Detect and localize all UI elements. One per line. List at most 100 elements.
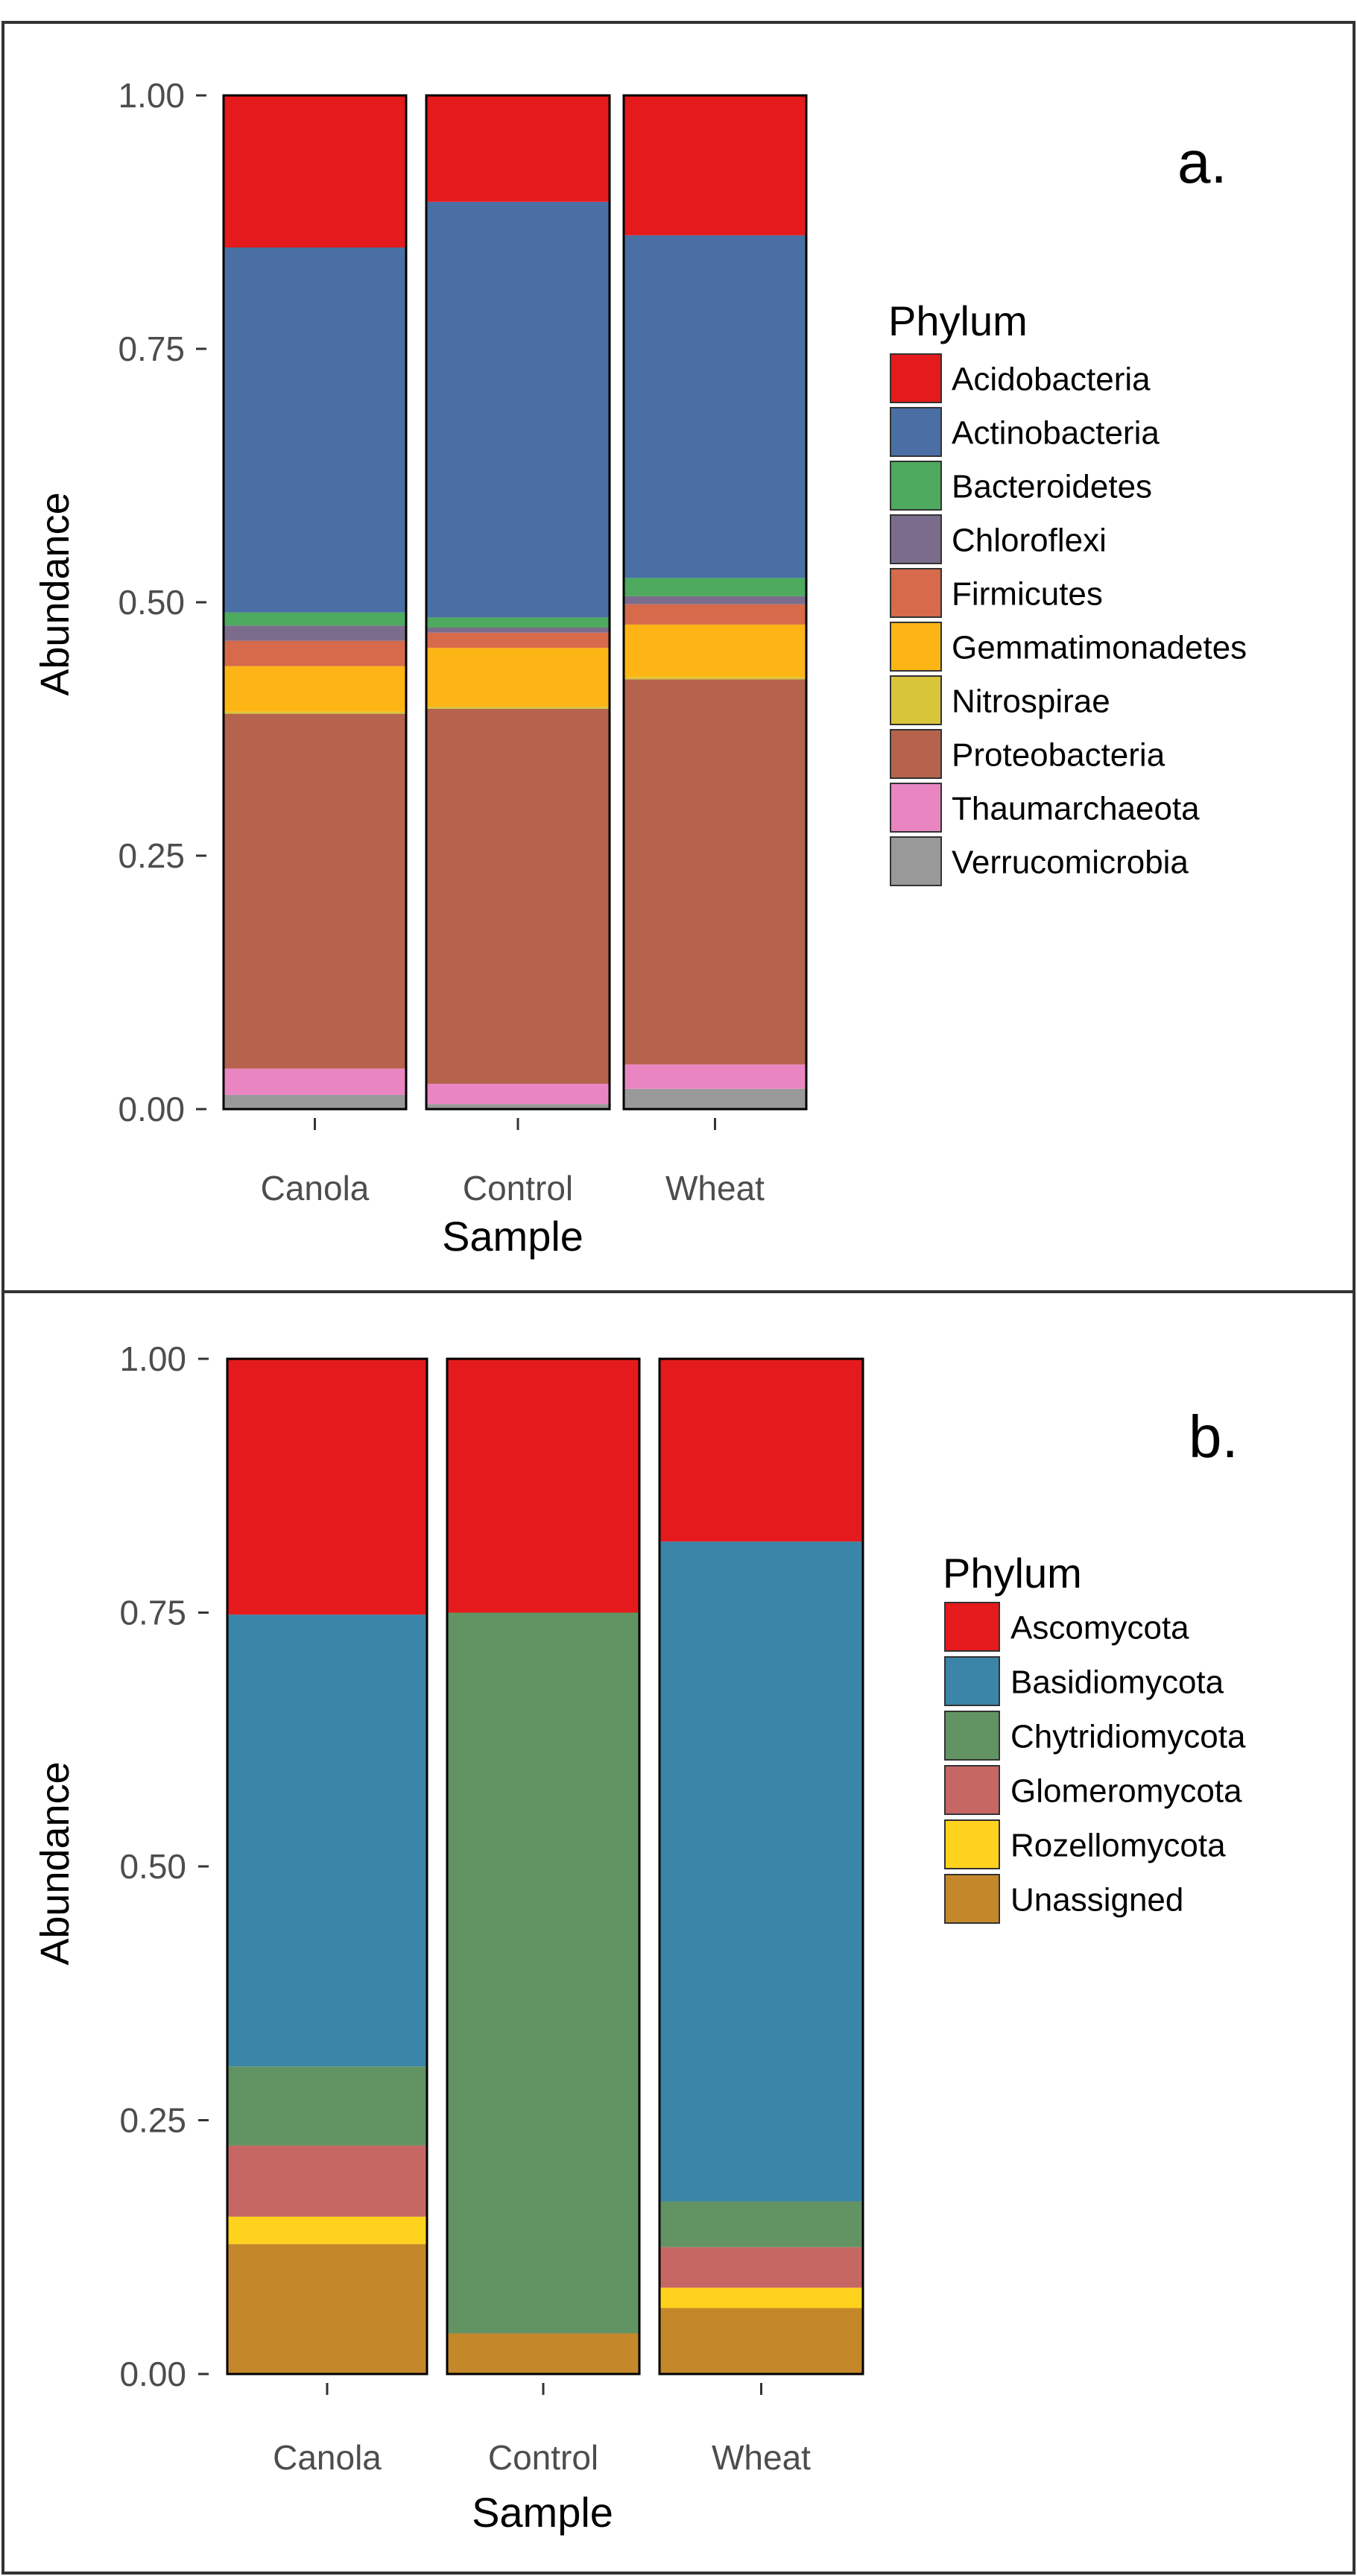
panel-b-x-tick-label-canola: Canola bbox=[273, 2438, 382, 2477]
panel-a-bar-canola-bacteroidetes bbox=[224, 612, 406, 626]
panel-b-bar-wheat-chytridiomycota bbox=[659, 2201, 863, 2247]
panel-a-bar-control-bacteroidetes bbox=[426, 617, 610, 628]
panel-a-bar-canola-verrucomicrobia bbox=[224, 1094, 406, 1109]
panel-a-bars bbox=[222, 94, 808, 1111]
panel-b-bar-canola-glomeromycota bbox=[227, 2145, 427, 2217]
panel-a-x-tick-label-canola: Canola bbox=[261, 1169, 370, 1208]
panel-a-bar-control-gemmatimonadetes bbox=[426, 648, 610, 707]
panel-a-bar-canola-thaumarchaeota bbox=[224, 1068, 406, 1095]
panel-b-bar-outline-canola bbox=[226, 1357, 428, 2375]
panel-a-legend-swatch-chloroflexi bbox=[890, 514, 942, 564]
panel-a-x-tick-label-wheat: Wheat bbox=[665, 1169, 765, 1208]
panel-a-bar-wheat-proteobacteria bbox=[624, 679, 806, 1065]
panel-a: 0.000.250.500.751.00 Canola Control Wheat … bbox=[1, 21, 1356, 1293]
panel-b-legend-label-rozellomycota: Rozellomycota bbox=[1010, 1827, 1226, 1863]
panel-a-bar-wheat-chloroflexi bbox=[624, 596, 806, 604]
panel-b-bar-wheat-rozellomycota bbox=[659, 2288, 863, 2308]
panel-b-x-tick-label-wheat: Wheat bbox=[712, 2438, 811, 2477]
panel-b-x-tick-label-control: Control bbox=[488, 2438, 598, 2477]
panel-b-bar-wheat-glomeromycota bbox=[659, 2247, 863, 2288]
panel-a-legend-label-firmicutes: Firmicutes bbox=[952, 575, 1103, 612]
panel-a-legend-swatch-gemmatimonadetes bbox=[890, 622, 942, 672]
panel-a-x-axis: Canola Control Wheat bbox=[261, 1118, 765, 1208]
panel-a-bar-outline-wheat bbox=[622, 94, 808, 1111]
panel-a-bar-canola-gemmatimonadetes bbox=[224, 666, 406, 712]
panel-b-y-tick-label-1: 0.25 bbox=[119, 2101, 186, 2140]
panel-b-y-tick-label-4: 1.00 bbox=[119, 1339, 186, 1378]
panel-b-bar-control-chytridiomycota bbox=[447, 1612, 639, 2334]
panel-a-legend-swatch-firmicutes bbox=[890, 568, 942, 618]
panel-a-legend-swatch-proteobacteria bbox=[890, 729, 942, 779]
panel-b-legend-title: Phylum bbox=[943, 1550, 1082, 1597]
panel-a-bar-control-verrucomicrobia bbox=[426, 1104, 610, 1109]
panel-b-legend-swatch-ascomycota bbox=[944, 1602, 1000, 1652]
panel-b-label: b. bbox=[1189, 1404, 1239, 1470]
panel-b-legend-swatch-rozellomycota bbox=[944, 1819, 1000, 1869]
panel-a-legend-label-proteobacteria: Proteobacteria bbox=[952, 736, 1165, 773]
panel-b-bar-canola-basidiomycota bbox=[227, 1614, 427, 2067]
panel-b-y-axis: 0.00 0.25 0.50 0.75 1.00 bbox=[119, 1339, 209, 2393]
panel-b-x-axis: Canola Control Wheat bbox=[273, 2383, 811, 2477]
panel-a-legend-label-verrucomicrobia: Verrucomicrobia bbox=[952, 844, 1189, 880]
panel-a-legend-label-acidobacteria: Acidobacteria bbox=[952, 361, 1151, 397]
panel-a-bar-wheat-firmicutes bbox=[624, 604, 806, 625]
panel-a-y-tick-label-4: 1.00 bbox=[118, 76, 185, 115]
panel-b-legend-label-glomeromycota: Glomeromycota bbox=[1010, 1772, 1242, 1809]
panel-a-bar-control-actinobacteria bbox=[426, 201, 610, 618]
panel-b-bar-wheat-ascomycota bbox=[659, 1359, 863, 1542]
panel-b-bar-wheat-basidiomycota bbox=[659, 1541, 863, 2202]
panel-b-bar-canola-rozellomycota bbox=[227, 2216, 427, 2244]
panel-a-y-tick-label-0: 0.00 bbox=[118, 1090, 185, 1128]
panel-a-bar-canola-acidobacteria bbox=[224, 95, 406, 247]
panel-a-bar-wheat-nitrospirae bbox=[624, 677, 806, 680]
panel-a-bar-wheat-verrucomicrobia bbox=[624, 1088, 806, 1109]
panel-b-y-tick-label-2: 0.50 bbox=[119, 1847, 186, 1886]
panel-a-legend-title: Phylum bbox=[888, 297, 1028, 344]
panel-a-bar-wheat-actinobacteria bbox=[624, 235, 806, 578]
panel-a-x-axis-title: Sample bbox=[442, 1213, 583, 1260]
panel-a-bar-control-thaumarchaeota bbox=[426, 1084, 610, 1105]
panel-b-bar-canola-chytridiomycota bbox=[227, 2066, 427, 2146]
panel-b: 0.000.250.500.751.00 Canola Control Wheat … bbox=[1, 1290, 1356, 2575]
panel-b-y-axis-title: Abundance bbox=[33, 1761, 78, 1965]
panel-a-bar-wheat-bacteroidetes bbox=[624, 578, 806, 596]
panel-a-legend: Phylum Acidobacteria Actinobacteria Bacter… bbox=[888, 297, 1247, 886]
panel-b-legend-label-basidiomycota: Basidiomycota bbox=[1010, 1664, 1224, 1700]
panel-b-legend-label-unassigned: Unassigned bbox=[1010, 1881, 1183, 1918]
panel-a-bar-canola-chloroflexi bbox=[224, 625, 406, 641]
panel-a-bar-canola-nitrospirae bbox=[224, 711, 406, 714]
panel-b-legend-swatch-basidiomycota bbox=[944, 1656, 1000, 1706]
panel-b-legend-swatch-chytridiomycota bbox=[944, 1711, 1000, 1761]
panel-a-legend-swatch-acidobacteria bbox=[890, 353, 942, 403]
panel-b-y-tick-label-3: 0.75 bbox=[119, 1594, 186, 1632]
panel-a-legend-label-thaumarchaeota: Thaumarchaeota bbox=[952, 790, 1200, 827]
panel-a-bar-control-acidobacteria bbox=[426, 95, 610, 202]
panel-a-y-tick-label-1: 0.25 bbox=[118, 836, 185, 875]
panel-b-bar-control-ascomycota bbox=[447, 1359, 639, 1613]
panel-a-y-tick-label-3: 0.75 bbox=[118, 329, 185, 368]
panel-a-bar-wheat-thaumarchaeota bbox=[624, 1064, 806, 1089]
panel-b-bar-outline-wheat bbox=[658, 1357, 864, 2375]
panel-b-bar-outline-control bbox=[446, 1357, 641, 2375]
panel-a-y-tick-label-2: 0.50 bbox=[118, 583, 185, 622]
panel-b-bar-canola-unassigned bbox=[227, 2244, 427, 2374]
panel-b-legend-swatch-unassigned bbox=[944, 1874, 1000, 1924]
panel-a-bar-outline-canola bbox=[222, 94, 408, 1111]
panel-a-bar-control-firmicutes bbox=[426, 632, 610, 648]
panel-a-legend-label-chloroflexi: Chloroflexi bbox=[952, 522, 1107, 558]
panel-a-legend-swatch-nitrospirae bbox=[890, 675, 942, 725]
panel-a-y-axis-title: Abundance bbox=[33, 492, 78, 695]
panel-a-label: a. bbox=[1177, 129, 1227, 195]
panel-a-legend-label-gemmatimonadetes: Gemmatimonadetes bbox=[952, 629, 1247, 666]
panel-a-x-tick-label-control: Control bbox=[463, 1169, 573, 1208]
panel-a-bar-control-nitrospirae bbox=[426, 707, 610, 709]
panel-a-y-axis: 0.00 0.25 0.50 0.75 1.00 bbox=[118, 76, 206, 1128]
panel-a-legend-swatch-actinobacteria bbox=[890, 407, 942, 457]
panel-b-legend: Phylum Ascomycota Basidiomycota Chytridiom… bbox=[943, 1550, 1246, 1924]
panel-a-legend-swatch-thaumarchaeota bbox=[890, 783, 942, 833]
panel-a-legend-label-actinobacteria: Actinobacteria bbox=[952, 414, 1160, 451]
panel-b-border bbox=[1, 1290, 1356, 2575]
panel-b-legend-label-chytridiomycota: Chytridiomycota bbox=[1010, 1718, 1246, 1755]
panel-b-bars bbox=[226, 1357, 864, 2375]
